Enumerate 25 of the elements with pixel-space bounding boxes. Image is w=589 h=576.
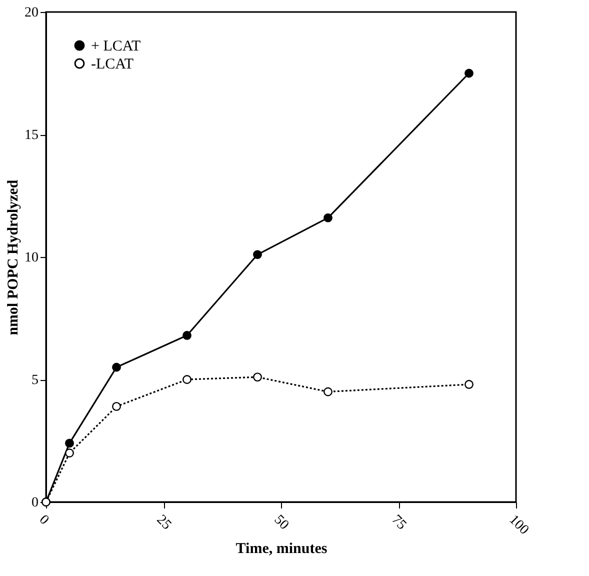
- y-axis-title: nmol POPC Hydrolyzed: [6, 179, 22, 336]
- legend-label: -LCAT: [91, 56, 134, 72]
- point: [253, 372, 262, 382]
- point: [324, 213, 332, 222]
- point: [182, 330, 192, 340]
- x-tick-label: 75: [388, 512, 409, 534]
- x-tick-label: 100: [506, 512, 532, 538]
- point: [464, 380, 474, 389]
- point: [182, 375, 192, 384]
- point: [253, 250, 262, 260]
- point: [65, 438, 74, 448]
- y-tick-label: 20: [24, 6, 38, 20]
- point: [112, 402, 121, 411]
- point: [65, 448, 74, 458]
- y-tick-label: 0: [32, 496, 38, 510]
- x-axis-title: Time, minutes: [236, 541, 328, 558]
- y-tick-label: 15: [24, 128, 38, 143]
- x-tick-label: 50: [270, 512, 292, 534]
- point: [112, 362, 121, 372]
- legend-label: + LCAT: [91, 38, 141, 54]
- point: [324, 387, 332, 396]
- y-tick-label: 10: [24, 250, 38, 266]
- y-tick-label: 5: [32, 373, 38, 388]
- point: [464, 68, 474, 78]
- x-tick-label: 25: [153, 512, 174, 534]
